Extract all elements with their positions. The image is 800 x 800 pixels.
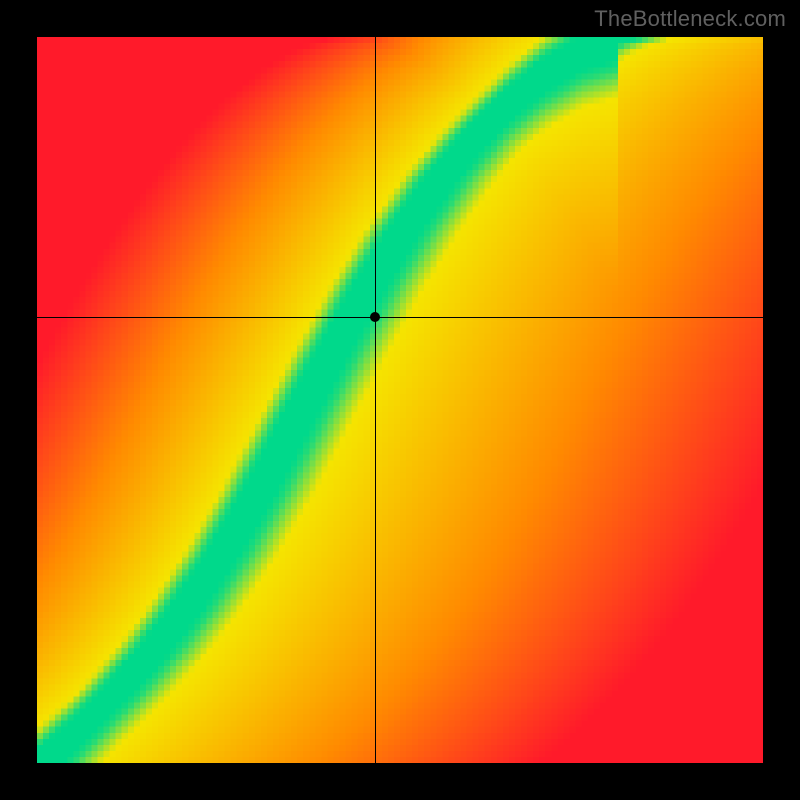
crosshair-horizontal [37,317,763,318]
heatmap-plot [37,37,763,763]
heatmap-canvas [37,37,763,763]
chart-container: TheBottleneck.com [0,0,800,800]
crosshair-vertical [375,37,376,763]
watermark-text: TheBottleneck.com [594,6,786,32]
marker-dot [370,312,380,322]
